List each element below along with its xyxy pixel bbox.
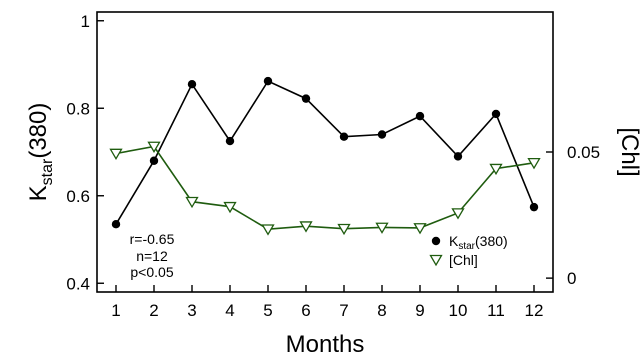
series-1-point	[109, 148, 123, 161]
stats-n: n=12	[136, 248, 168, 264]
stats-p: p<0.05	[130, 264, 173, 280]
series-1-point	[147, 141, 161, 153]
series-0-point	[263, 76, 273, 86]
x-tick-label: 11	[487, 301, 505, 320]
x-tick-label: 8	[377, 301, 386, 320]
y-axis-title-sub: star	[39, 158, 56, 185]
y-tick-label: 0.6	[66, 187, 90, 206]
x-tick-label: 9	[415, 301, 424, 320]
y-tick-label: 1	[81, 12, 90, 31]
series-1-point	[299, 221, 313, 233]
legend-label-kstar: Kstar(380)	[449, 233, 508, 252]
legend-label-kstar-main: K	[449, 233, 459, 249]
series-1-point	[451, 208, 465, 220]
x-tick-label: 6	[301, 301, 310, 320]
y2-axis-title: [Chl]	[616, 127, 643, 176]
y-axis-title-tail: (380)	[25, 103, 52, 159]
series-line-1	[115, 145, 535, 231]
series-0-point	[301, 94, 311, 103]
legend-label-kstar-sub: star	[458, 241, 475, 252]
series-1-point	[489, 163, 503, 176]
x-tick-label: 2	[149, 301, 158, 320]
x-tick-label: 5	[263, 301, 272, 320]
x-tick-label: 1	[111, 301, 120, 320]
series-layer	[109, 76, 541, 236]
series-0-point	[529, 202, 539, 212]
x-tick-label: 10	[449, 301, 468, 320]
legend-marker-chl	[429, 254, 443, 267]
series-1-point	[185, 196, 199, 209]
x-tick-label: 4	[225, 301, 234, 320]
y-tick-label: 0.8	[66, 99, 90, 118]
series-0-point	[187, 79, 197, 89]
legend-label-kstar-tail: (380)	[475, 233, 508, 249]
series-0-point	[491, 109, 501, 119]
x-tick-label: 12	[525, 301, 544, 320]
series-1-point	[337, 223, 351, 236]
x-tick-label: 7	[339, 301, 348, 320]
series-1-point	[261, 224, 275, 236]
series-1-point	[527, 157, 541, 170]
series-1-point	[375, 222, 389, 234]
y-tick-label: 0.4	[66, 274, 90, 293]
legend-marker-kstar	[431, 236, 441, 246]
series-0-point	[111, 219, 121, 229]
series-0-point	[339, 132, 349, 141]
series-0-point	[225, 136, 235, 146]
stats-r: r=-0.65	[130, 231, 175, 247]
x-axis-title: Months	[286, 331, 365, 357]
y2-tick-label: 0	[567, 269, 576, 288]
y-axis-title-main: K	[25, 185, 52, 201]
series-1-point	[223, 201, 237, 214]
legend: Kstar(380) [Chl]	[429, 233, 508, 268]
legend-label-chl: [Chl]	[449, 252, 478, 268]
series-line-0	[115, 80, 535, 225]
series-0-point	[149, 156, 159, 165]
series-0-point	[453, 152, 463, 161]
series-1-point	[413, 223, 427, 235]
stats-annotation: r=-0.65 n=12 p<0.05	[130, 231, 175, 280]
y2-tick-label: 0.05	[567, 143, 600, 162]
series-0-point	[377, 130, 387, 139]
y-axis-title: Kstar(380)	[25, 103, 56, 202]
series-0-point	[415, 111, 425, 121]
x-tick-label: 3	[187, 301, 196, 320]
